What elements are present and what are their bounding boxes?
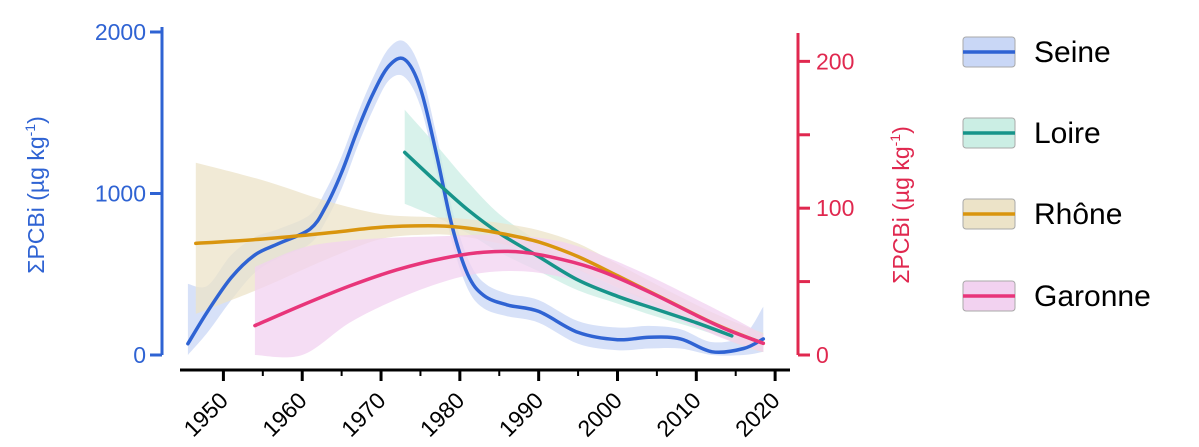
left-y-tick-label: 2000 bbox=[95, 19, 146, 45]
right-y-tick-label: 0 bbox=[816, 342, 829, 368]
x-tick-label: 1960 bbox=[257, 387, 312, 442]
left-y-tick-label: 1000 bbox=[95, 181, 146, 207]
legend-label: Rhône bbox=[1034, 198, 1122, 231]
confidence-bands bbox=[187, 40, 764, 358]
legend-label: Loire bbox=[1034, 117, 1101, 150]
right-y-axis-label: ΣPCBi (µg kg-1) bbox=[887, 126, 914, 284]
x-tick-label: 1970 bbox=[336, 387, 391, 442]
garonne-line bbox=[253, 249, 766, 346]
x-tick-label: 1990 bbox=[494, 387, 549, 442]
garonne-confidence-band bbox=[254, 234, 764, 358]
right-y-axis: 0 100 200 ΣPCBi (µg kg-1) bbox=[796, 33, 914, 368]
legend-label: Seine bbox=[1034, 36, 1111, 69]
x-tick-label: 2000 bbox=[572, 387, 627, 442]
seine-confidence-band bbox=[187, 40, 764, 356]
rhne-confidence-band bbox=[195, 162, 764, 353]
x-tick-label: 2020 bbox=[730, 387, 785, 442]
x-tick-label: 2010 bbox=[651, 387, 706, 442]
left-y-axis-label: ΣPCBi (µg kg-1) bbox=[22, 116, 49, 274]
legend: Seine Loire Rhône Garonne bbox=[962, 36, 1151, 313]
seine-line bbox=[186, 56, 766, 355]
x-axis: 1950 1960 1970 1980 1990 2000 2010 2020 bbox=[178, 368, 790, 442]
legend-label: Garonne bbox=[1034, 280, 1151, 313]
series-lines bbox=[186, 56, 766, 355]
x-tick-label: 1950 bbox=[178, 387, 233, 442]
left-y-axis: 0 1000 2000 ΣPCBi (µg kg-1) bbox=[22, 19, 164, 368]
x-tick-label: 1980 bbox=[415, 387, 470, 442]
right-y-tick-label: 100 bbox=[816, 195, 854, 221]
right-y-tick-label: 200 bbox=[816, 48, 854, 74]
loire-line bbox=[402, 150, 734, 338]
left-y-tick-label: 0 bbox=[133, 342, 146, 368]
